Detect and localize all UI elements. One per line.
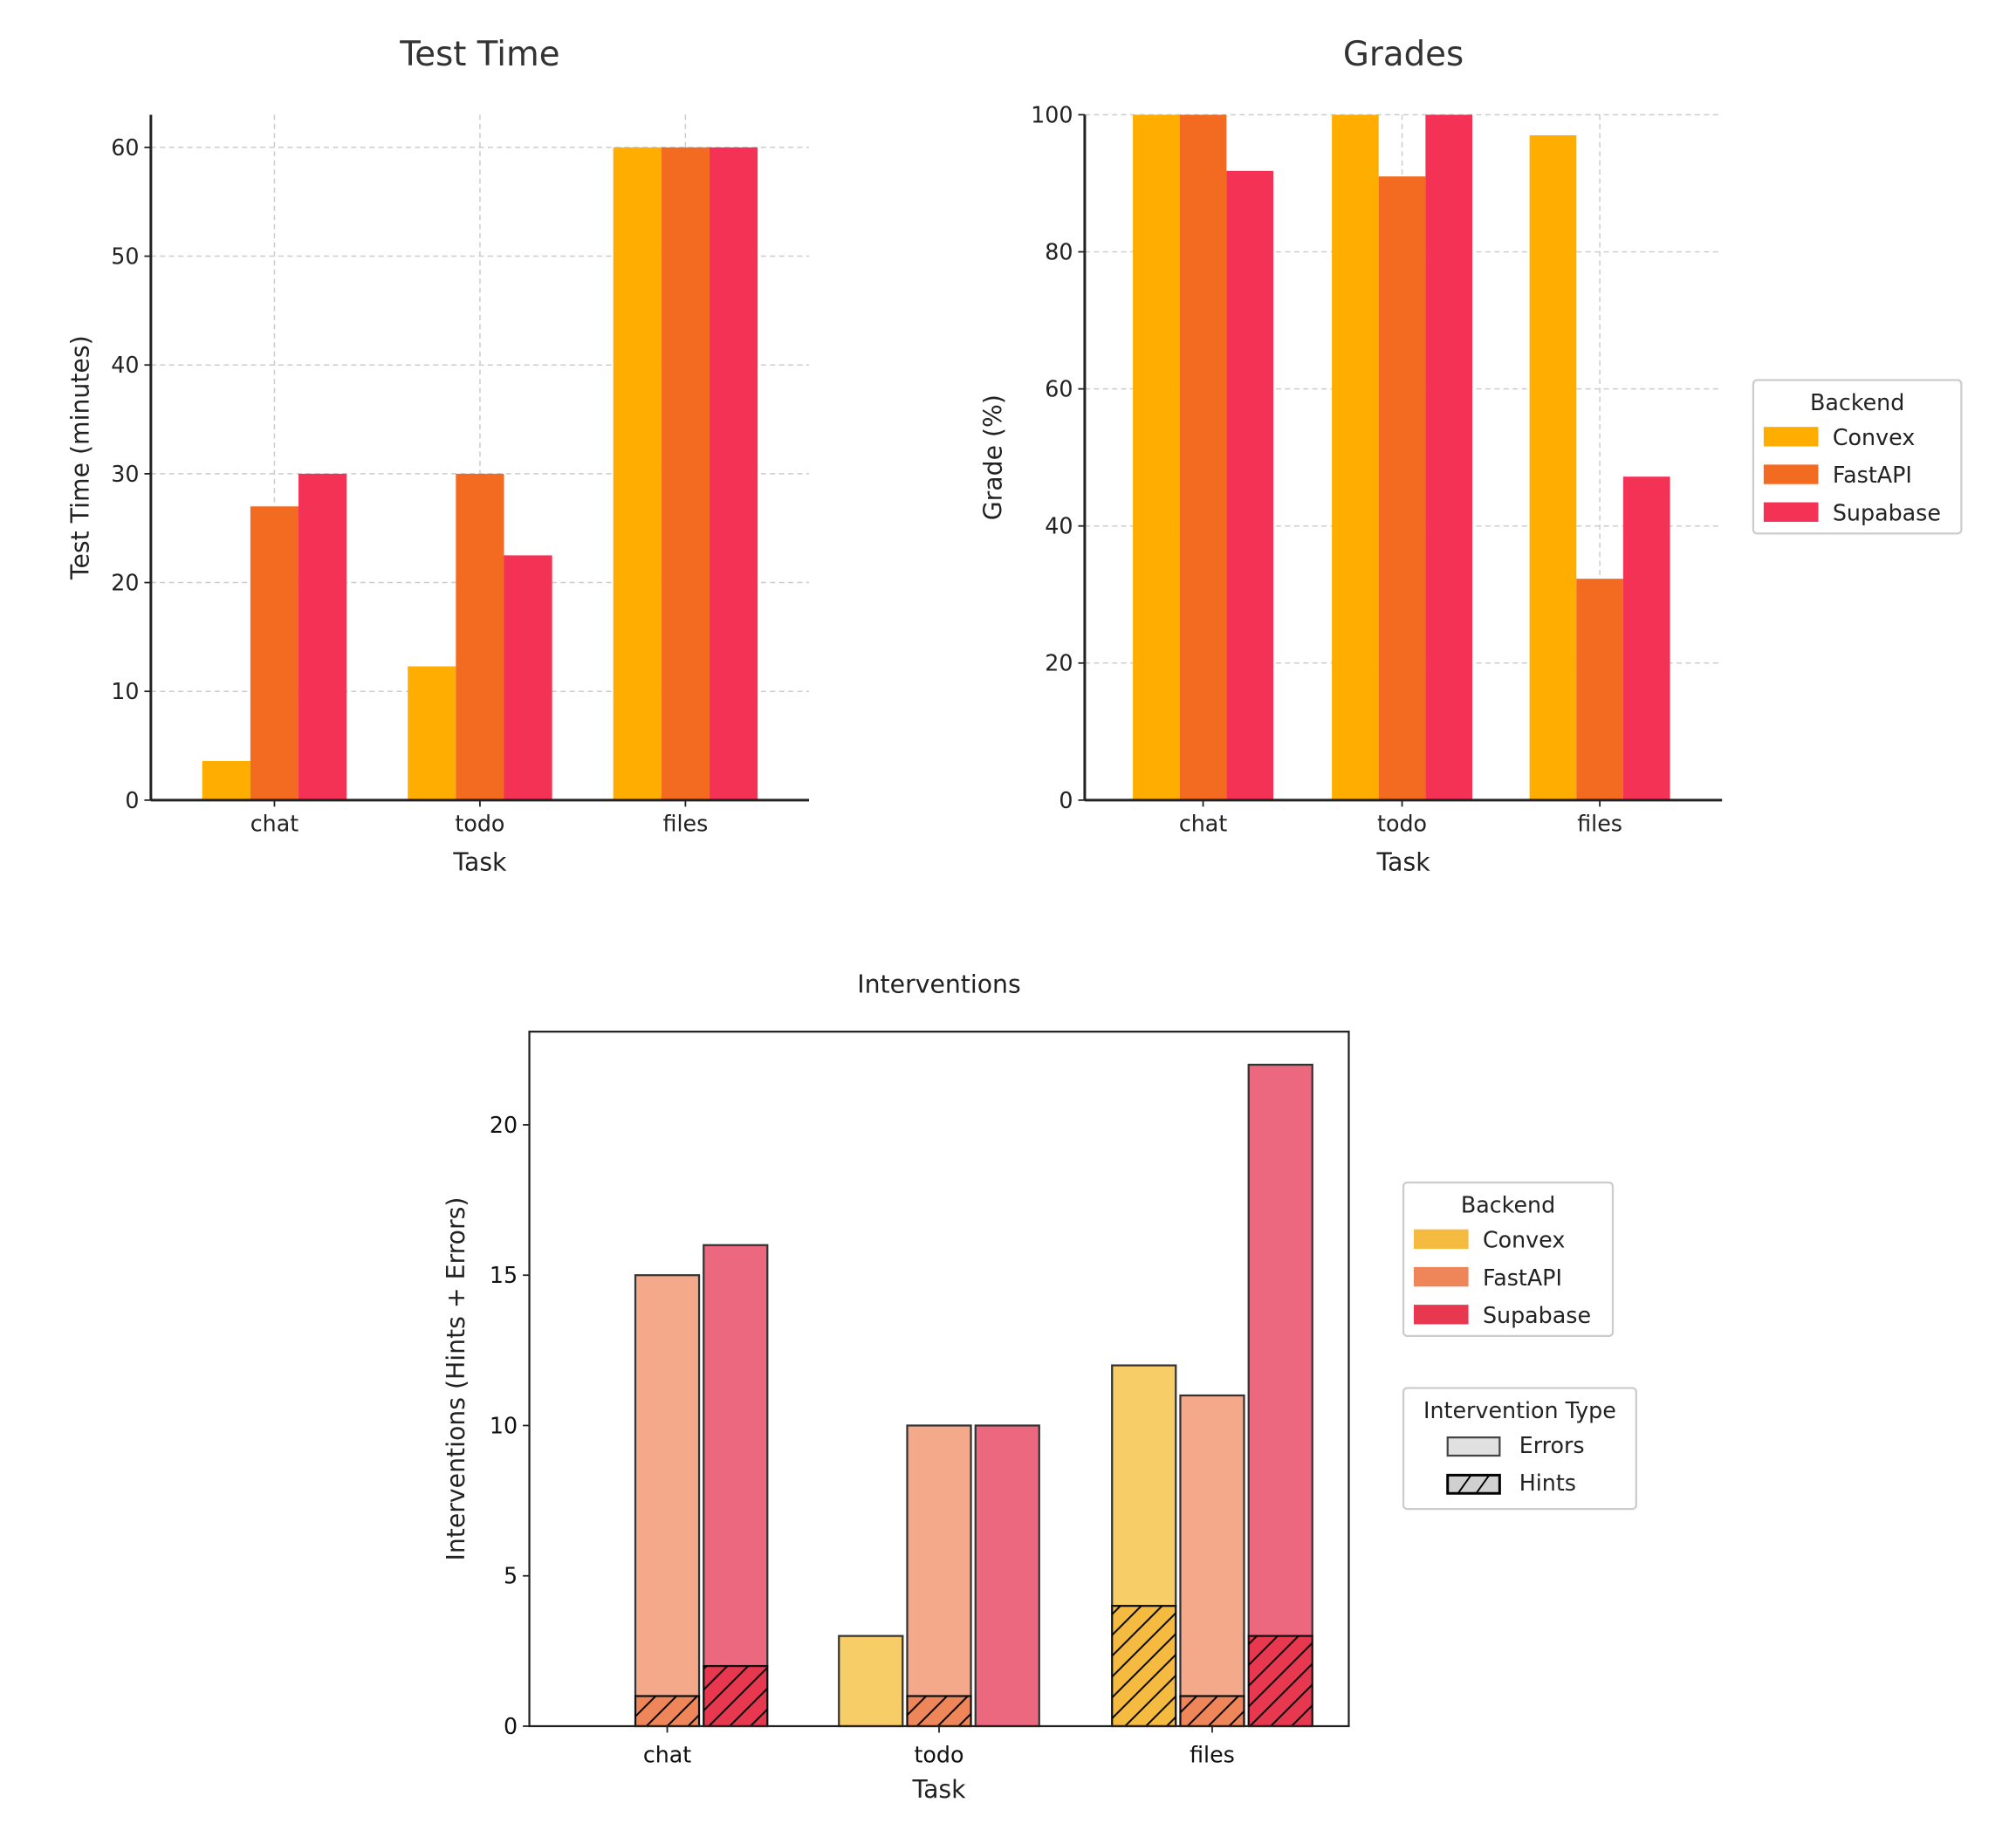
test-time-chart: 0 10 20 30 40 50 60 chat todo files Task Test Time … xyxy=(65,35,809,876)
hatch-hints-fastapi-chat xyxy=(635,1696,700,1726)
y-tick-label: 60 xyxy=(111,134,139,161)
y-tick-label: 100 xyxy=(1031,101,1073,127)
x-axis-label: Task xyxy=(1376,847,1431,876)
legend-swatch-convex xyxy=(1763,427,1819,447)
x-axis-label: Task xyxy=(452,847,507,876)
bar-errors-convex-files xyxy=(1111,1364,1177,1607)
legend-title: Backend xyxy=(1461,1191,1555,1217)
x-tick-label: files xyxy=(663,811,709,837)
y-tick-label: 20 xyxy=(111,569,139,595)
legend-label-hints: Hints xyxy=(1519,1470,1576,1496)
x-tick-label: chat xyxy=(643,1742,691,1768)
y-tick-label: 20 xyxy=(1045,650,1073,676)
legend-title: Intervention Type xyxy=(1423,1397,1616,1423)
legend-label-supabase: Supabase xyxy=(1483,1302,1591,1328)
bar-fastapi-chat xyxy=(250,506,299,800)
bar-errors-supabase-files xyxy=(1247,1063,1313,1637)
y-axis-label: Grade (%) xyxy=(979,394,1008,520)
legend-swatch-hints xyxy=(1446,1473,1501,1495)
y-tick-label: 60 xyxy=(1045,376,1073,402)
x-axis-label: Task xyxy=(911,1775,966,1804)
y-tick-label: 5 xyxy=(504,1563,518,1589)
hatch-hints-supabase-chat xyxy=(703,1666,768,1726)
bar-convex-todo xyxy=(1332,114,1379,800)
y-tick-label: 40 xyxy=(1045,513,1073,539)
bar-supabase-files xyxy=(709,147,758,800)
legend-label-convex: Convex xyxy=(1833,424,1915,450)
y-tick-label: 0 xyxy=(125,787,139,813)
bar-fastapi-todo xyxy=(456,473,504,800)
y-tick-label: 10 xyxy=(490,1412,518,1438)
chart-title: Test Time xyxy=(399,35,559,74)
bar-errors-fastapi-files xyxy=(1179,1394,1245,1697)
legend-label-fastapi: FastAPI xyxy=(1483,1265,1562,1291)
legend: Backend Convex FastAPI Supabase xyxy=(1752,379,1963,535)
bar-errors-fastapi-todo xyxy=(906,1424,972,1697)
legend-swatch-fastapi xyxy=(1763,464,1819,484)
legend-label-convex: Convex xyxy=(1483,1227,1565,1253)
bar-convex-chat xyxy=(1133,114,1180,800)
bar-errors-supabase-chat xyxy=(703,1244,769,1668)
grades-chart: 0 20 40 60 80 100 chat todo files Task Grade (%) Gr… xyxy=(979,35,1963,876)
y-tick-label: 0 xyxy=(1059,787,1073,813)
legend: Backend Convex FastAPI Supabase xyxy=(1402,1181,1615,1338)
bar-convex-todo xyxy=(408,666,456,800)
bar-errors-convex-todo xyxy=(838,1635,904,1728)
legend-label-fastapi: FastAPI xyxy=(1833,462,1912,488)
bar-fastapi-chat xyxy=(1179,114,1227,800)
y-tick-label: 40 xyxy=(111,352,139,378)
bar-fastapi-files xyxy=(1576,579,1623,800)
legend-box xyxy=(1402,1181,1615,1338)
legend: Intervention Type Errors Hints xyxy=(1402,1387,1637,1511)
hatch-hints-supabase-files xyxy=(1248,1635,1313,1726)
bar-convex-files xyxy=(1529,135,1577,800)
bar-supabase-todo xyxy=(504,555,552,800)
bar-supabase-todo xyxy=(1425,114,1473,800)
x-tick-label: files xyxy=(1190,1742,1235,1768)
y-tick-label: 80 xyxy=(1045,239,1073,265)
x-tick-label: chat xyxy=(1179,811,1227,837)
legend-label-supabase: Supabase xyxy=(1833,499,1941,525)
bar-supabase-chat xyxy=(1226,170,1274,800)
y-tick-label: 10 xyxy=(111,678,139,704)
hatch-hints-convex-files xyxy=(1112,1606,1176,1726)
bar-convex-files xyxy=(613,147,662,800)
chart-title: Grades xyxy=(1343,35,1464,74)
x-tick-label: todo xyxy=(455,811,504,837)
chart-title: Interventions xyxy=(857,970,1020,998)
y-axis-label: Interventions (Hints + Errors) xyxy=(442,1197,470,1561)
hatch-hints-fastapi-todo xyxy=(907,1696,971,1726)
interventions-chart: 0 5 10 15 20 chat todo files Task Interventions (… xyxy=(442,970,1637,1804)
hatch-icon xyxy=(1457,1474,1491,1494)
legend-swatch-supabase xyxy=(1413,1305,1469,1325)
y-tick-label: 30 xyxy=(111,461,139,487)
x-tick-label: chat xyxy=(250,811,298,837)
legend-swatch-convex xyxy=(1413,1229,1469,1250)
bar-convex-chat xyxy=(202,761,250,800)
x-tick-label: todo xyxy=(915,1742,964,1768)
y-tick-label: 0 xyxy=(504,1713,518,1739)
bar-fastapi-files xyxy=(661,147,710,800)
legend-label-errors: Errors xyxy=(1519,1432,1585,1458)
y-tick-label: 15 xyxy=(490,1262,518,1288)
y-axis-label: Test Time (minutes) xyxy=(65,335,94,580)
legend-swatch-fastapi xyxy=(1413,1266,1469,1287)
hatch-hints-fastapi-files xyxy=(1180,1696,1245,1726)
legend-title: Backend xyxy=(1810,389,1904,415)
bar-supabase-chat xyxy=(298,473,347,800)
bar-errors-fastapi-chat xyxy=(634,1274,701,1697)
legend-swatch-errors xyxy=(1446,1436,1501,1457)
x-tick-label: todo xyxy=(1377,811,1427,837)
legend-swatch-supabase xyxy=(1763,502,1819,522)
x-tick-label: files xyxy=(1577,811,1622,837)
bar-fastapi-todo xyxy=(1378,176,1426,800)
bar-supabase-files xyxy=(1622,476,1670,800)
legend-box xyxy=(1752,379,1963,535)
y-tick-label: 50 xyxy=(111,243,139,269)
bar-errors-supabase-todo xyxy=(974,1424,1040,1728)
y-tick-label: 20 xyxy=(490,1112,518,1138)
